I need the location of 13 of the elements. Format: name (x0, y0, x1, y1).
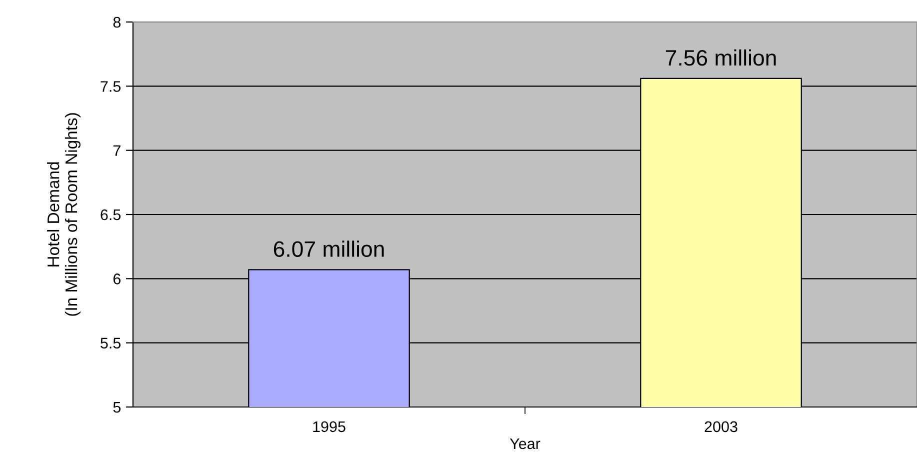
y-tick-label: 5 (113, 402, 121, 413)
y-tick-label: 5.5 (100, 338, 121, 349)
x-axis-title: Year (510, 438, 540, 450)
y-tick-label: 8 (113, 16, 121, 28)
x-tick-label: 1995 (313, 421, 346, 432)
y-tick-label: 7 (113, 145, 120, 156)
y-tick-label: 6.5 (100, 209, 121, 220)
x-tick-label: 2003 (704, 421, 738, 432)
y-tick-label: 7.5 (100, 81, 121, 92)
y-axis-title: Hotel Demand (In Millions of Room Nights) (47, 113, 81, 316)
y-tick-label: 6 (113, 274, 121, 284)
data-label: 6.07 million (274, 240, 384, 257)
data-label: 7.56 million (666, 49, 776, 66)
